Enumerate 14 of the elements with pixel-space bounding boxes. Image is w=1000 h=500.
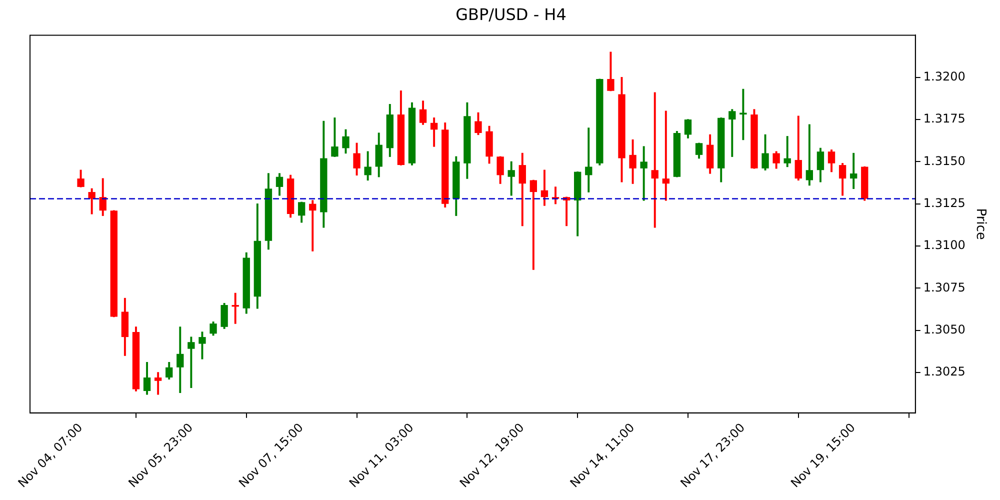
y-tick-label: 1.3075 <box>923 280 966 294</box>
chart-title: GBP/USD - H4 <box>456 4 566 24</box>
y-axis-title: Price <box>972 208 988 240</box>
candlestick <box>740 88 747 140</box>
y-tick-label: 1.3125 <box>923 196 966 210</box>
candlestick <box>651 92 658 228</box>
y-tick-label: 1.3025 <box>923 364 966 379</box>
y-tick-label: 1.3050 <box>923 322 966 336</box>
y-tick-label: 1.3100 <box>923 238 966 252</box>
y-tick-label: 1.3150 <box>923 154 966 168</box>
y-tick-label: 1.3175 <box>923 112 966 126</box>
candlestick <box>662 110 670 201</box>
y-tick-label: 1.3200 <box>923 69 966 84</box>
candlestick <box>309 200 316 252</box>
